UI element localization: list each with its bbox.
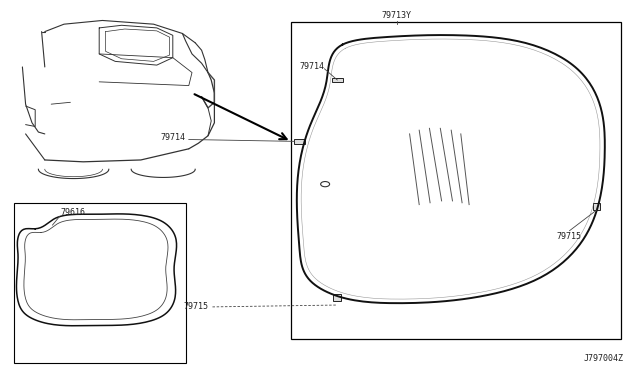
Bar [593, 203, 600, 210]
Text: 79714: 79714 [161, 133, 186, 142]
Bar [333, 294, 341, 301]
Text: J797004Z: J797004Z [584, 355, 624, 363]
Bar [332, 78, 343, 82]
Bar [14, 203, 186, 363]
Text: 79714: 79714 [300, 62, 324, 71]
Text: 79713Y: 79713Y [382, 11, 412, 20]
Bar [294, 139, 305, 144]
Bar [291, 22, 621, 339]
Text: 79715: 79715 [183, 302, 208, 311]
Text: 79616: 79616 [61, 208, 86, 217]
Text: 79715: 79715 [557, 232, 582, 241]
